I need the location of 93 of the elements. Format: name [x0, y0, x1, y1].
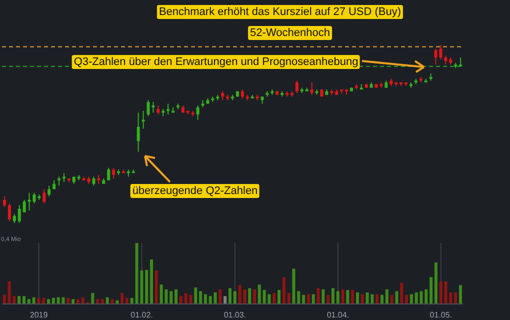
bar: [27, 299, 30, 304]
bar: [76, 299, 80, 304]
bar: [302, 294, 306, 304]
candlestick: [136, 112, 140, 152]
text: Benchmark erhöht das Kursziel auf 27 USD (Buy): [156, 5, 404, 19]
annotation: Q3-Zahlen über den Erwartungen und Prognoseanhebung: [72, 55, 360, 69]
bar: [214, 292, 217, 304]
candlestick: [196, 105, 200, 120]
x-tick-label: 01.05.: [430, 310, 452, 320]
bar: [2, 294, 6, 304]
bar: [410, 294, 413, 304]
bar: [18, 296, 21, 304]
bar: [385, 289, 388, 304]
bar: [179, 296, 182, 304]
bar: [395, 291, 398, 304]
candlestick: [22, 199, 26, 213]
x-tick-label: 01.04.: [326, 310, 350, 320]
bar: [439, 281, 442, 304]
bar: [458, 285, 462, 304]
x-tick-label: 01.03.: [224, 310, 246, 320]
candlestick: [42, 188, 46, 204]
bar: [405, 294, 408, 304]
bar: [424, 289, 428, 304]
bar: [150, 259, 154, 304]
bar: [208, 296, 212, 304]
bar: [390, 294, 394, 304]
bar: [258, 284, 261, 304]
bar: [380, 294, 384, 304]
bar: [125, 298, 128, 304]
bar: [22, 296, 26, 304]
bar: [292, 268, 296, 304]
bar: [91, 293, 94, 304]
candlestick: [18, 204, 21, 223]
candlestick: [107, 167, 110, 181]
bar: [400, 282, 404, 304]
bar: [42, 298, 46, 304]
bar: [322, 289, 325, 304]
bar: [341, 289, 344, 304]
annotation: überzeugende Q2-Zahlen: [130, 184, 260, 198]
bar: [194, 288, 198, 304]
x-tick-label: 01.02.: [130, 310, 153, 320]
bar: [360, 294, 364, 304]
bar: [199, 291, 202, 304]
bar: [47, 299, 50, 304]
bar: [278, 290, 281, 304]
bar: [52, 298, 55, 304]
bar: [174, 289, 178, 304]
candlestick: [48, 185, 51, 197]
bar: [430, 277, 433, 304]
candlestick: [8, 202, 11, 222]
bar: [331, 288, 334, 304]
bar: [282, 277, 286, 304]
bar: [297, 291, 300, 304]
bar: [454, 292, 458, 304]
bar: [66, 298, 70, 304]
candlestick: [152, 101, 155, 114]
candlestick: [310, 82, 314, 96]
bar: [346, 290, 350, 304]
bar: [253, 289, 256, 304]
bar: [376, 294, 379, 304]
bar: [224, 296, 227, 304]
bar: [434, 262, 438, 304]
bar: [228, 288, 232, 304]
bar: [154, 270, 158, 304]
candlestick: [2, 196, 6, 208]
bar: [170, 291, 173, 304]
bar: [145, 270, 148, 304]
bar: [316, 288, 320, 304]
bar: [356, 292, 359, 304]
bar: [351, 290, 354, 304]
text: 52-Wochenhoch: [248, 26, 332, 40]
bar: [100, 299, 104, 304]
bar: [312, 294, 315, 304]
bar: [248, 288, 252, 304]
bar: [120, 293, 124, 304]
bar: [72, 299, 75, 304]
bar: [37, 298, 40, 304]
candlestick: [295, 80, 298, 94]
bar: [287, 293, 290, 304]
bar: [233, 291, 236, 304]
bar: [272, 293, 276, 304]
bar: [306, 294, 310, 304]
bar: [204, 294, 207, 304]
bar: [130, 298, 134, 304]
bar: [110, 299, 114, 304]
candlestick: [166, 103, 170, 115]
x-tick-label: 2019: [30, 310, 48, 320]
bar: [218, 289, 222, 304]
bar: [336, 291, 340, 304]
bar: [96, 299, 100, 304]
bar: [326, 294, 330, 304]
candlestick: [112, 167, 116, 179]
candlestick: [146, 100, 150, 117]
